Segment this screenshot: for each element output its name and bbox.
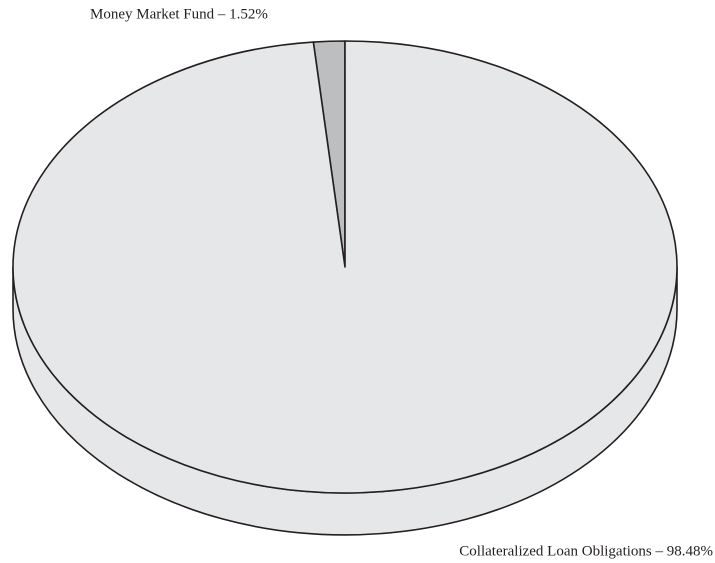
slice-label: Collateralized Loan Obligations – 98.48% (459, 543, 713, 559)
pie-slice (12, 40, 678, 494)
slice-label: Money Market Fund – 1.52% (90, 6, 268, 22)
